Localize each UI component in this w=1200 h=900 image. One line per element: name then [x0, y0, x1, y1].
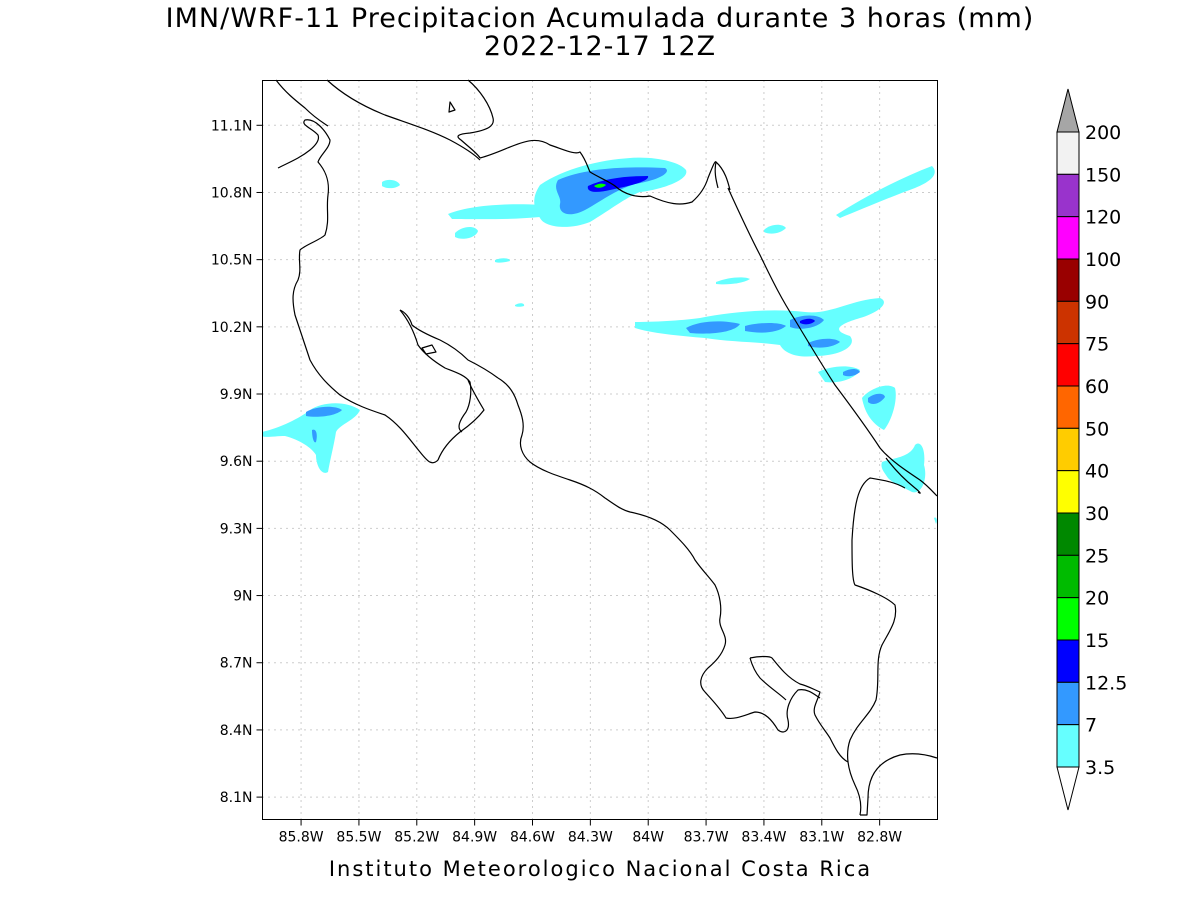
colorbar-swatch	[1056, 512, 1080, 556]
precip-area-light	[934, 517, 937, 524]
axes: 85.8W 85.5W 85.2W 84.9W 84.6W 84.3W 84W 83.7W 83…	[211, 118, 902, 845]
x-tick-label: 83.1W	[799, 830, 844, 846]
x-tick-label: 82.8W	[857, 830, 902, 846]
colorbar-under-arrow	[1056, 766, 1080, 811]
y-tick-label: 9N	[233, 589, 252, 605]
map-frame	[262, 80, 938, 820]
precip-area-light	[495, 258, 510, 263]
y-tick-label: 10.8N	[211, 185, 253, 201]
colorbar-swatch	[1056, 470, 1080, 514]
map-subtitle: 2022-12-17 12Z	[483, 31, 717, 62]
precip-area-medium	[808, 338, 840, 348]
colorbar-swatch	[1056, 300, 1080, 345]
colorbar-label: 3.5	[1085, 757, 1115, 779]
colorbar-swatch	[1056, 385, 1080, 429]
colorbar-label: 100	[1085, 249, 1121, 271]
credit-text: Instituto Meteorologico Nacional Costa R…	[328, 857, 873, 881]
precip-area-medium	[306, 406, 342, 417]
y-tick-label: 9.9N	[220, 387, 253, 403]
y-tick-label: 9.3N	[220, 521, 253, 537]
colorbar-label: 15	[1085, 630, 1109, 652]
colorbar-swatch	[1056, 554, 1080, 599]
colorbar-label: 7	[1085, 715, 1097, 737]
x-tick-label: 84.3W	[568, 830, 613, 846]
colorbar-swatch	[1056, 173, 1080, 218]
map-title: IMN/WRF-11 Precipitacion Acumulada duran…	[165, 3, 1035, 34]
colorbar-label: 50	[1085, 418, 1109, 440]
y-tick-label: 10.5N	[211, 253, 253, 269]
colorbar-over-arrow	[1056, 88, 1080, 133]
x-tick-label: 84.9W	[452, 830, 497, 846]
precip-area-light	[862, 385, 896, 430]
precip-area-medium	[312, 429, 317, 443]
precip-area-light	[836, 166, 935, 218]
precip-area-light	[455, 227, 478, 239]
colorbar-swatch	[1056, 597, 1080, 641]
precip-area-heavy	[587, 176, 649, 192]
colorbar-label: 150	[1085, 164, 1121, 186]
precip-area-core	[594, 183, 606, 188]
colorbar-swatch	[1056, 427, 1080, 472]
y-tick-label: 9.6N	[220, 454, 253, 470]
precip-area-heavy	[800, 318, 815, 325]
precip-area-medium	[868, 393, 885, 405]
y-tick-label: 11.1N	[211, 118, 253, 134]
x-tick-label: 85.8W	[279, 830, 324, 846]
x-tick-label: 85.2W	[394, 830, 439, 846]
precip-area-light	[716, 277, 750, 285]
x-tick-label: 85.5W	[336, 830, 381, 846]
precip-area-light	[448, 204, 549, 220]
precip-area-medium	[686, 321, 740, 334]
y-tick-label: 8.1N	[220, 790, 253, 806]
precip-area-light	[764, 224, 786, 234]
colorbar-swatch	[1056, 131, 1080, 175]
precip-area-light	[262, 403, 360, 473]
colorbar-swatch	[1056, 724, 1080, 768]
x-tick-label: 84W	[632, 830, 664, 846]
colorbar-label: 120	[1085, 207, 1121, 229]
colorbar-label: 30	[1085, 503, 1109, 525]
colorbar-swatch	[1056, 681, 1080, 726]
x-tick-label: 84.6W	[510, 830, 555, 846]
precip-area-medium	[843, 369, 860, 377]
y-tick-label: 8.4N	[220, 723, 253, 739]
colorbar-swatch	[1056, 258, 1080, 302]
colorbar-label: 20	[1085, 588, 1109, 610]
x-tick-label: 83.7W	[684, 830, 729, 846]
coastline	[275, 79, 938, 816]
precipitation-field	[262, 157, 937, 524]
colorbar-swatch	[1056, 216, 1080, 260]
y-tick-label: 10.2N	[211, 320, 253, 336]
precip-area-medium	[745, 323, 786, 333]
colorbar-swatch	[1056, 639, 1080, 683]
colorbar: 200 150 120 100 90 75 60 50 40 30 25 20 15 12.5 7 3.5	[1056, 88, 1127, 811]
y-tick-label: 8.7N	[220, 656, 253, 672]
colorbar-label: 12.5	[1085, 672, 1127, 694]
colorbar-label: 60	[1085, 376, 1109, 398]
colorbar-swatch	[1056, 343, 1080, 387]
colorbar-label: 25	[1085, 545, 1109, 567]
x-tick-label: 83.4W	[741, 830, 786, 846]
precip-area-light	[382, 179, 400, 189]
colorbar-label: 40	[1085, 461, 1109, 483]
colorbar-label: 75	[1085, 334, 1109, 356]
precip-area-light	[515, 303, 525, 307]
colorbar-label: 90	[1085, 291, 1109, 313]
colorbar-label: 200	[1085, 122, 1121, 144]
